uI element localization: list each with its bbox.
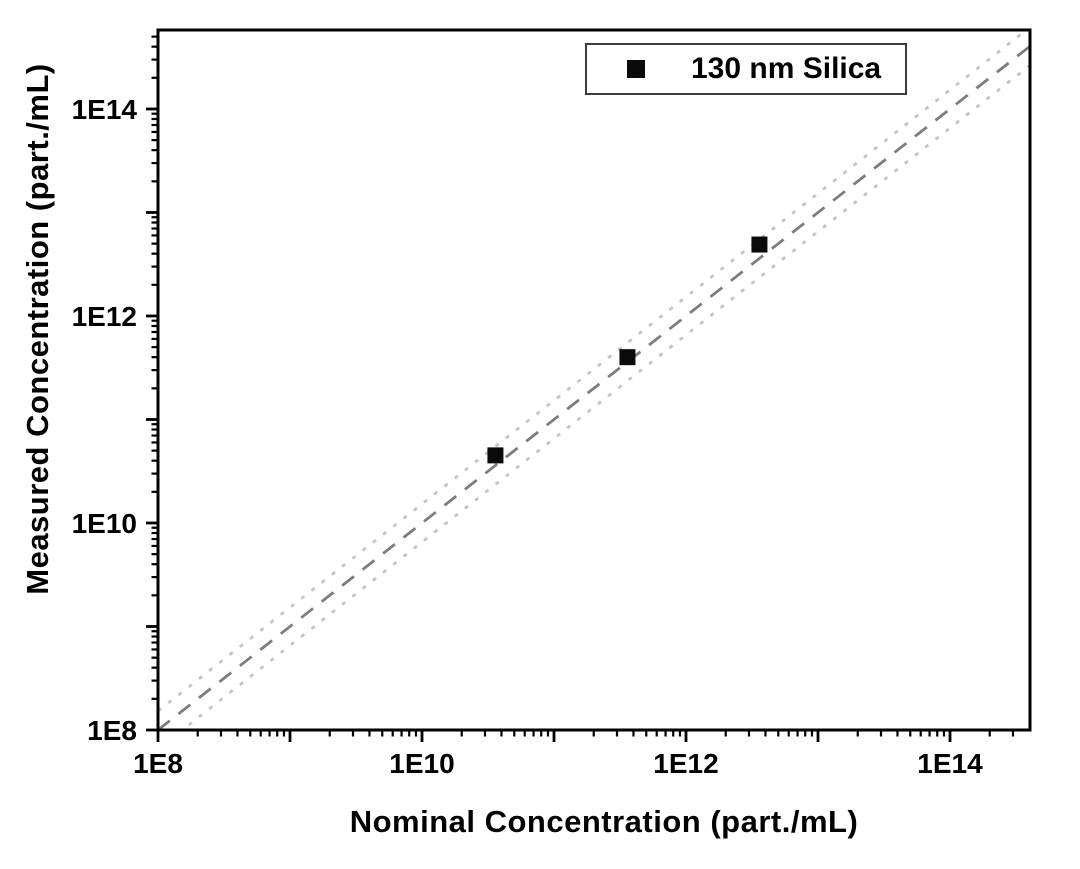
x-tick-label: 1E10	[389, 748, 454, 779]
y-tick-label: 1E10	[72, 508, 137, 539]
y-tick-label: 1E14	[72, 94, 138, 125]
lower-tolerance-line	[180, 64, 1030, 730]
upper-tolerance-line	[158, 30, 1029, 713]
plot-frame	[156, 28, 1032, 732]
data-point-marker	[487, 447, 504, 464]
x-tick-label: 1E8	[133, 748, 183, 779]
x-axis-title: Nominal Concentration (part./mL)	[349, 804, 859, 839]
identity-line	[158, 45, 1030, 730]
data-point-marker	[619, 349, 636, 366]
y-axis-title: Measured Concentration (part./mL)	[20, 63, 55, 595]
legend-label: 130 nm Silica	[691, 52, 882, 85]
y-tick-label: 1E8	[87, 715, 137, 746]
legend-square-marker-icon	[627, 60, 645, 78]
x-tick-label: 1E12	[653, 748, 718, 779]
data-point-marker	[751, 236, 768, 253]
y-tick-label: 1E12	[72, 301, 137, 332]
legend-box: 130 nm Silica	[585, 43, 907, 95]
x-tick-label: 1E14	[917, 748, 983, 779]
